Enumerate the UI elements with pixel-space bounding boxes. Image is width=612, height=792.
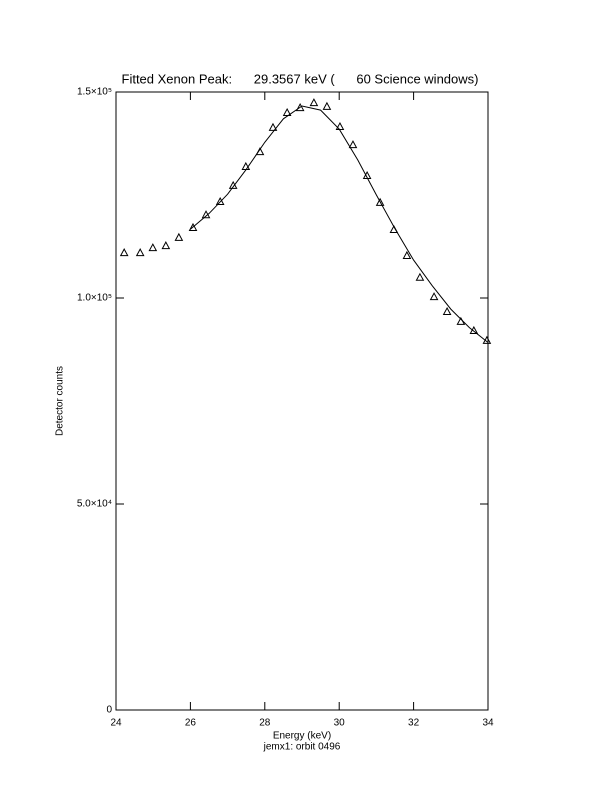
plot-frame: [115, 91, 489, 711]
x-tick-label: 28: [259, 718, 271, 729]
x-tick-label: 30: [334, 718, 346, 729]
x-tick-label: 34: [482, 718, 494, 729]
x-axis-label: Energy (keV): [273, 731, 331, 742]
chart-title: Fitted Xenon Peak: 29.3567 keV ( 60 Scie…: [122, 71, 479, 86]
x-tick-label: 24: [110, 718, 122, 729]
triangle-marker: [135, 248, 145, 257]
triangle-marker: [268, 122, 278, 131]
x-tick-label: 26: [185, 718, 197, 729]
y-tick-label: 0: [106, 705, 112, 716]
triangle-marker: [348, 140, 358, 149]
triangle-marker: [295, 103, 305, 112]
y-tick-label: 1.0×10⁵: [77, 293, 112, 304]
subtitle: jemx1: orbit 0496: [263, 742, 341, 753]
triangle-marker: [282, 107, 292, 117]
triangle-marker: [215, 196, 225, 206]
triangle-marker: [148, 243, 158, 252]
y-tick-label: 1.5×10⁵: [77, 87, 112, 98]
triangle-marker: [442, 306, 452, 316]
fit-line: [190, 105, 489, 343]
triangle-marker: [188, 222, 198, 231]
triangle-marker: [402, 250, 412, 259]
y-axis-label: Detector counts: [55, 366, 66, 436]
triangle-marker: [309, 98, 319, 107]
y-tick-label: 5.0×10⁴: [77, 499, 112, 510]
triangle-marker: [119, 248, 129, 257]
triangle-marker: [174, 232, 184, 241]
triangle-marker: [415, 272, 425, 281]
triangle-marker: [161, 241, 171, 250]
triangle-marker: [375, 197, 385, 206]
x-tick-label: 32: [408, 718, 420, 729]
triangle-marker: [429, 292, 439, 301]
triangle-marker: [322, 101, 332, 110]
